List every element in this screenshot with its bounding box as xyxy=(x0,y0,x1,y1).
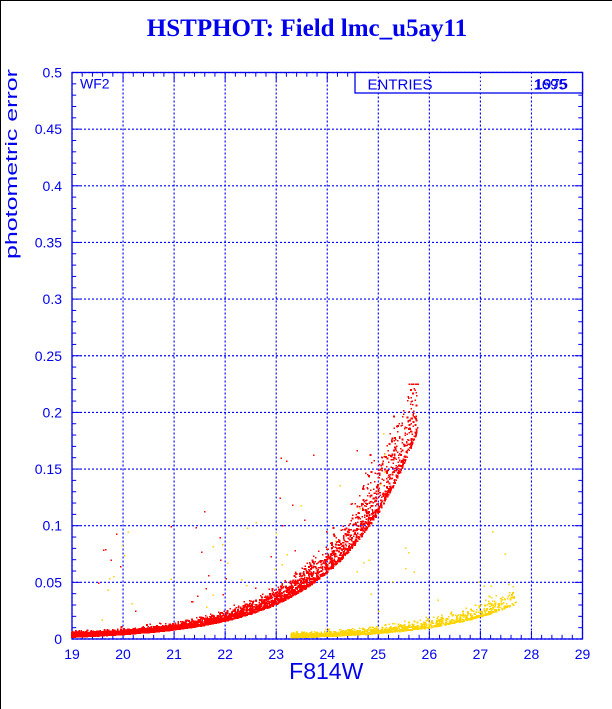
svg-text:0.25: 0.25 xyxy=(35,348,62,364)
svg-text:ENTRIES: ENTRIES xyxy=(368,77,433,94)
svg-text:F814W: F814W xyxy=(289,658,363,684)
svg-text:photometric error: photometric error xyxy=(2,69,21,259)
svg-text:0.4: 0.4 xyxy=(43,178,63,194)
svg-text:WF2: WF2 xyxy=(80,76,110,92)
svg-text:0.45: 0.45 xyxy=(35,121,62,137)
svg-text:0.05: 0.05 xyxy=(35,574,62,590)
svg-text:22: 22 xyxy=(217,646,233,662)
svg-text:0.1: 0.1 xyxy=(43,518,63,534)
svg-text:21: 21 xyxy=(166,646,182,662)
svg-text:0.15: 0.15 xyxy=(35,461,62,477)
svg-text:0: 0 xyxy=(54,631,62,647)
svg-text:23: 23 xyxy=(268,646,284,662)
svg-text:0.35: 0.35 xyxy=(35,234,62,250)
svg-text:0.3: 0.3 xyxy=(43,291,63,307)
svg-text:0.2: 0.2 xyxy=(43,404,63,420)
svg-text:29: 29 xyxy=(575,646,591,662)
svg-text:20: 20 xyxy=(115,646,131,662)
svg-text:28: 28 xyxy=(524,646,540,662)
svg-text:25: 25 xyxy=(371,646,387,662)
svg-text:27: 27 xyxy=(473,646,489,662)
svg-text:0.5: 0.5 xyxy=(43,65,63,81)
svg-text:1975: 1975 xyxy=(535,76,568,93)
svg-text:19: 19 xyxy=(64,646,80,662)
svg-text:26: 26 xyxy=(422,646,438,662)
